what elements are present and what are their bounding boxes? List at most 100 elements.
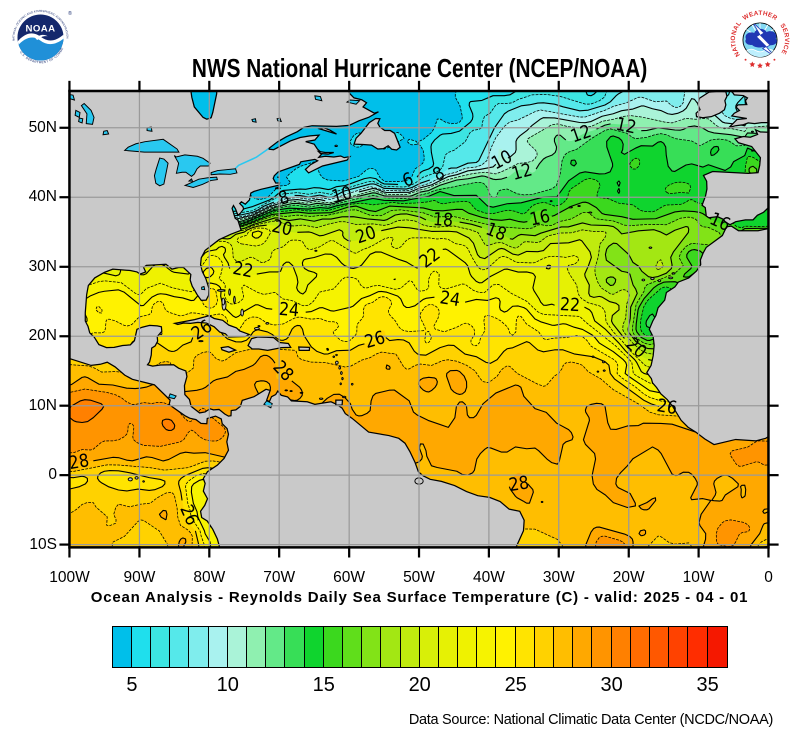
colorbar-cell	[515, 626, 535, 667]
map-figure	[59, 80, 779, 558]
colorbar-cell	[362, 626, 382, 667]
nws-logo-ring-word-national: NATIONAL	[730, 20, 743, 58]
colorbar-cell	[247, 626, 267, 667]
colorbar-tick-label: 35	[696, 674, 719, 696]
colorbar-cell	[611, 626, 631, 667]
island	[596, 370, 600, 373]
island	[341, 377, 344, 381]
data-source-note: Data Source: National Climatic Data Cent…	[408, 712, 773, 728]
lake	[314, 95, 323, 102]
island	[334, 144, 338, 148]
island	[540, 500, 544, 503]
colorbar-cell	[688, 626, 708, 667]
colorbar-cell	[630, 626, 650, 667]
lat-tick-label: 10N	[28, 396, 57, 414]
isotherm-label: 26	[655, 394, 679, 419]
nws-logo-ring-word-weather: WEATHER	[742, 10, 779, 22]
island	[127, 477, 133, 482]
lake	[102, 129, 110, 136]
lon-tick-label: 0	[764, 569, 773, 586]
colorbar-cell	[534, 626, 554, 667]
land-trinidad	[335, 399, 344, 406]
island	[641, 278, 646, 282]
lon-tick-label: 50W	[403, 569, 435, 586]
isotherm-label: 24	[438, 286, 462, 311]
temperature-colorbar	[111, 625, 728, 668]
island	[159, 331, 163, 336]
island	[216, 289, 226, 292]
lake	[168, 393, 177, 400]
colorbar-cell	[208, 626, 228, 667]
colorbar-cell	[112, 626, 132, 667]
island	[671, 272, 676, 275]
lat-tick-label: 20N	[28, 327, 57, 345]
isotherm-label: 24	[278, 298, 300, 322]
colorbar-cell	[477, 626, 497, 667]
island	[265, 322, 270, 325]
noaa-logo-gull-icon	[17, 33, 64, 47]
island	[601, 360, 606, 364]
land-puerto-rico	[298, 346, 311, 352]
map-axes	[59, 80, 779, 558]
island	[221, 297, 226, 306]
colorbar-tick-label: 30	[600, 674, 623, 696]
isotherms-even-solid	[69, 90, 769, 548]
island	[257, 325, 261, 328]
island	[253, 327, 260, 331]
colorbar-cell	[496, 626, 516, 667]
colorbar-cell	[649, 626, 670, 667]
island	[549, 200, 553, 203]
land-jamaica	[220, 346, 238, 353]
colorbar-cell	[554, 626, 574, 667]
lake	[251, 118, 257, 123]
lon-tick-label: 30W	[542, 569, 575, 586]
lake	[210, 168, 238, 176]
island	[326, 347, 329, 350]
island	[650, 277, 655, 281]
island	[335, 360, 339, 365]
island	[289, 390, 293, 393]
lat-tick-label: 30N	[28, 257, 57, 275]
colorbar-cell	[400, 626, 420, 667]
colorbar-cell	[131, 626, 152, 667]
colorbar-tick-label: 10	[216, 674, 239, 696]
colorbar-cell	[170, 626, 190, 667]
island	[318, 397, 324, 400]
lon-tick-label: 10W	[682, 569, 715, 586]
colorbar-cell	[342, 626, 363, 667]
isotherm-label: 28	[67, 450, 92, 475]
nws-logo-star-icon	[749, 61, 756, 67]
island	[314, 249, 318, 252]
island	[342, 395, 347, 399]
colorbar-cell	[285, 626, 305, 667]
map-caption: Ocean Analysis - Reynolds Daily Sea Surf…	[90, 589, 749, 606]
noaa-logo: NOAA NATIONAL OCEANIC AND ATMOSPHERIC AD…	[6, 1, 74, 71]
island	[338, 366, 342, 370]
lat-tick-label: 10S	[29, 535, 57, 553]
island	[668, 276, 674, 280]
island	[588, 211, 593, 214]
island	[602, 369, 606, 372]
nws-logo-star-icon	[764, 61, 771, 67]
island	[339, 382, 342, 386]
colorbar-cell	[707, 626, 727, 667]
colorbar-cell	[266, 626, 286, 667]
noaa-logo-gull-art	[17, 33, 64, 61]
island	[657, 279, 662, 283]
lon-tick-label: 90W	[123, 569, 156, 586]
lat-tick-label: 40N	[28, 188, 57, 206]
isotherm-label: 12	[613, 114, 638, 139]
lon-tick-label: 100W	[49, 569, 90, 586]
island	[568, 206, 573, 209]
colorbar-cell	[189, 626, 209, 667]
island	[577, 204, 581, 208]
island	[340, 371, 343, 375]
island	[332, 355, 336, 358]
island	[142, 480, 145, 483]
colorbar-tick-label: 15	[312, 674, 335, 696]
island	[228, 288, 231, 296]
nws-logo-star-icon	[757, 62, 763, 69]
colorbar-cell	[592, 626, 612, 667]
island	[299, 391, 304, 394]
